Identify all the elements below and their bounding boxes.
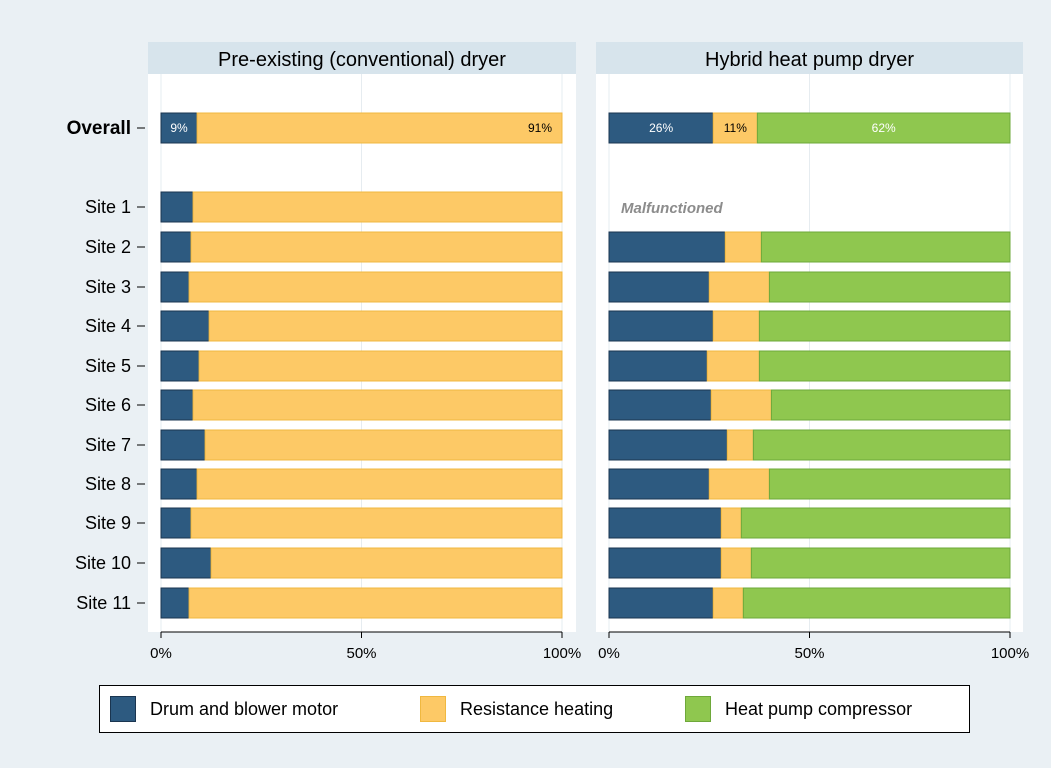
legend-item-resistance: Resistance heating [420, 686, 613, 732]
y-tick-label: Site 8 [85, 474, 131, 494]
data-label: 26% [649, 121, 673, 135]
bar-segment-compressor [768, 271, 1011, 303]
bar-segment-resistance [706, 350, 760, 382]
x-tick-label: 100% [991, 645, 1029, 662]
data-label: 62% [872, 121, 896, 135]
bar-segment-resistance [712, 112, 758, 144]
bar-segment-resistance [726, 429, 754, 461]
bar-segment-drum [608, 429, 728, 461]
bar-segment-resistance [188, 271, 563, 303]
y-tick-label: Site 6 [85, 395, 131, 415]
y-tick-label: Site 5 [85, 356, 131, 376]
legend: Drum and blower motor Resistance heating… [99, 685, 970, 733]
data-label: 91% [528, 121, 552, 135]
bar-segment-compressor [740, 507, 1011, 539]
bar-segment-resistance [708, 271, 770, 303]
x-tick-label: 50% [346, 645, 376, 662]
y-tick-label: Site 2 [85, 237, 131, 257]
bar-segment-compressor [760, 231, 1011, 263]
x-tick-label: 50% [794, 645, 824, 662]
bar-segment-resistance [192, 191, 563, 223]
legend-swatch-resistance [420, 696, 446, 722]
bar-segment-drum [160, 429, 206, 461]
bar-segment-drum [608, 310, 714, 342]
bar-segment-compressor [758, 350, 1011, 382]
bar-segment-resistance [190, 507, 563, 539]
bar-segment-compressor [752, 429, 1011, 461]
bar-segment-resistance [724, 231, 762, 263]
panel-header-1 [148, 42, 576, 74]
bar-segment-compressor [756, 112, 1011, 144]
data-label: 11% [724, 121, 747, 135]
y-tick-label: Site 4 [85, 316, 131, 336]
bar-segment-drum [608, 112, 714, 144]
data-label: 9% [170, 121, 188, 135]
panel-header-2 [596, 42, 1023, 74]
y-tick-label: Site 3 [85, 277, 131, 297]
panel-title-2: Hybrid heat pump dryer [705, 49, 914, 71]
x-tick-label: 0% [150, 645, 172, 662]
bar-segment-resistance [190, 231, 563, 263]
bar-segment-resistance [192, 389, 563, 421]
bar-note: Malfunctioned [621, 200, 723, 217]
bar-segment-resistance [720, 507, 742, 539]
x-tick-label: 0% [598, 645, 620, 662]
bar-segment-drum [160, 587, 190, 619]
legend-swatch-drum [110, 696, 136, 722]
bar-segment-drum [160, 271, 190, 303]
bar-segment-drum [608, 547, 722, 579]
bar-segment-compressor [770, 389, 1011, 421]
bar-segment-drum [608, 271, 710, 303]
bar-segment-compressor [768, 468, 1011, 500]
bar-segment-resistance [710, 389, 772, 421]
bar-segment-resistance [712, 587, 744, 619]
legend-item-drum: Drum and blower motor [110, 686, 338, 732]
bar-segment-drum [160, 191, 194, 223]
bar-segment-drum [608, 587, 714, 619]
bar-segment-drum [608, 389, 712, 421]
legend-item-compressor: Heat pump compressor [685, 686, 912, 732]
bar-segment-resistance [208, 310, 563, 342]
legend-label-compressor: Heat pump compressor [725, 698, 913, 719]
y-tick-label: Site 1 [85, 197, 131, 217]
bar-segment-resistance [188, 587, 563, 619]
legend-swatch-compressor [685, 696, 711, 722]
legend-label-drum: Drum and blower motor [150, 698, 339, 719]
bar-segment-drum [608, 231, 726, 263]
bar-segment-resistance [712, 310, 760, 342]
bar-segment-drum [160, 350, 200, 382]
y-tick-label: Overall [67, 118, 131, 139]
bar-segment-resistance [196, 112, 563, 144]
bar-segment-drum [160, 547, 212, 579]
legend-label-resistance: Resistance heating [460, 698, 614, 719]
bar-segment-resistance [708, 468, 770, 500]
bar-segment-resistance [198, 350, 563, 382]
y-tick-label: Site 7 [85, 435, 131, 455]
bar-segment-drum [160, 310, 210, 342]
y-tick-label: Site 11 [76, 593, 131, 613]
bar-segment-drum [608, 468, 710, 500]
bar-segment-drum [608, 350, 708, 382]
y-tick-label: Site 9 [85, 513, 131, 533]
bar-segment-drum [160, 389, 194, 421]
y-tick-label: Site 10 [75, 553, 131, 573]
bar-segment-resistance [720, 547, 752, 579]
bar-segment-resistance [196, 468, 563, 500]
panel-title-1: Pre-existing (conventional) dryer [218, 49, 506, 71]
bar-segment-drum [160, 507, 192, 539]
bar-segment-compressor [750, 547, 1011, 579]
bar-segment-drum [608, 507, 722, 539]
bar-segment-compressor [758, 310, 1011, 342]
bar-segment-drum [160, 231, 192, 263]
bar-segment-compressor [742, 587, 1011, 619]
bar-segment-resistance [210, 547, 563, 579]
bar-segment-resistance [204, 429, 563, 461]
bar-segment-drum [160, 468, 198, 500]
x-tick-label: 100% [543, 645, 581, 662]
